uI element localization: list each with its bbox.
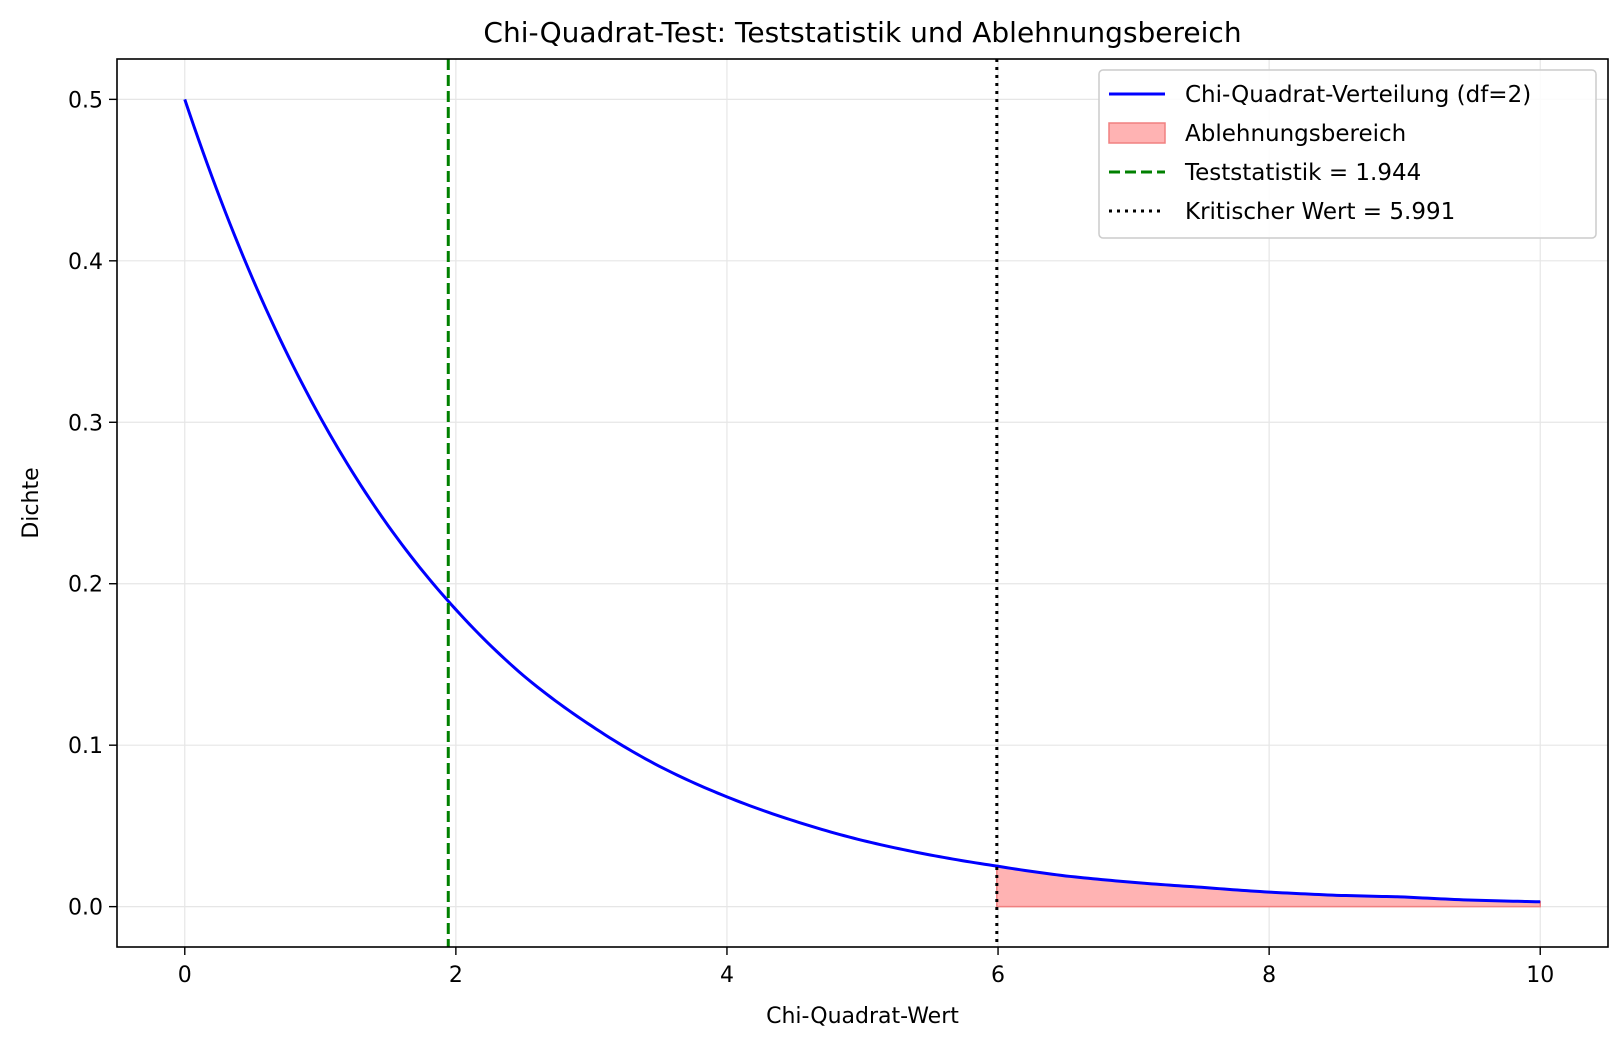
legend-label-test-statistic: Teststatistik = 1.944 (1184, 160, 1421, 186)
legend-label-distribution: Chi-Quadrat-Verteilung (df=2) (1185, 82, 1531, 108)
y-tick-label: 0.4 (68, 250, 103, 275)
x-tick-label: 10 (1526, 963, 1554, 988)
y-tick-label: 0.0 (68, 896, 103, 921)
y-axis-label: Dichte (19, 467, 44, 538)
legend-entry-rejection-region: Ablehnungsbereich (1108, 121, 1406, 147)
x-tick-label: 8 (1262, 963, 1276, 988)
legend: Chi-Quadrat-Verteilung (df=2) Ablehnungs… (1098, 69, 1597, 239)
plot-frame (116, 58, 1609, 948)
y-tick-label: 0.2 (68, 573, 103, 598)
x-tick-label: 2 (449, 963, 463, 988)
series-layer (183, 98, 1541, 904)
legend-label-critical-value: Kritischer Wert = 5.991 (1185, 199, 1455, 225)
y-tick-label: 0.1 (68, 734, 103, 759)
reference-lines-layer (446, 59, 999, 947)
legend-entry-distribution: Chi-Quadrat-Verteilung (df=2) (1109, 82, 1531, 108)
x-axis-label: Chi-Quadrat-Wert (766, 1004, 959, 1029)
chart-title: Chi-Quadrat-Test: Teststatistik und Able… (483, 16, 1241, 49)
x-tick-label: 6 (991, 963, 1005, 988)
distribution-curve (183, 98, 1541, 904)
y-tick-label: 0.5 (68, 88, 103, 113)
legend-box (1098, 69, 1597, 239)
y-tick-label: 0.3 (68, 411, 103, 436)
x-tick-label: 4 (720, 963, 734, 988)
legend-entry-test-statistic: Teststatistik = 1.944 (1109, 160, 1421, 186)
legend-swatch-rejection-region (1108, 122, 1166, 144)
x-tick-label: 0 (178, 963, 192, 988)
legend-entry-critical-value: Kritischer Wert = 5.991 (1109, 199, 1455, 225)
axis-ticks: 0 2 4 6 8 10 0.0 0.1 0.2 0.3 0.4 0.5 (68, 88, 1554, 988)
legend-label-rejection-region: Ablehnungsbereich (1185, 121, 1406, 147)
